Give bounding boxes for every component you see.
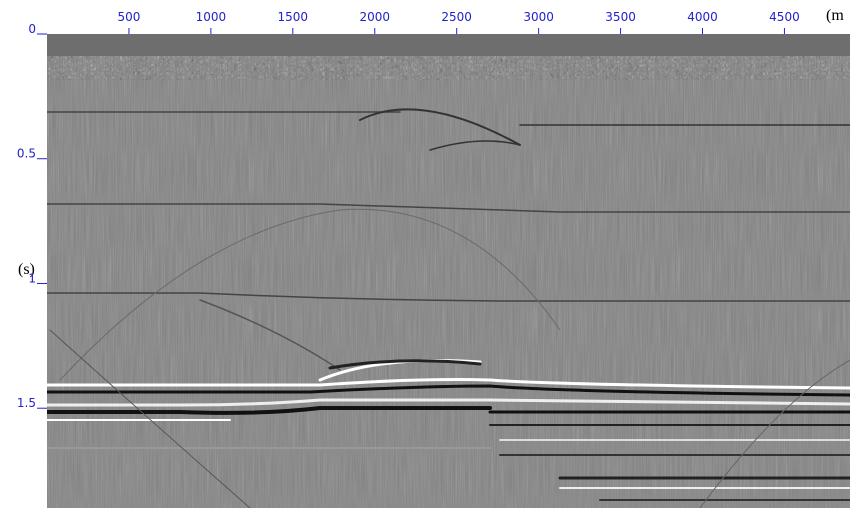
x-tick-label: 2000 [359, 10, 390, 24]
y-tick-label: 1 [28, 271, 36, 285]
x-axis-label: (m [826, 7, 844, 24]
x-tick-label: 3000 [523, 10, 554, 24]
y-tick-label: 0.5 [17, 147, 36, 161]
x-tick-label: 4500 [769, 10, 800, 24]
x-tick-label: 1500 [278, 10, 309, 24]
seismic-image [47, 34, 850, 508]
x-tick-label: 3500 [605, 10, 636, 24]
chart: (m (s) 500100015002000250030003500400045… [0, 0, 850, 508]
x-tick-label: 1000 [196, 10, 227, 24]
x-tick-label: 2500 [441, 10, 472, 24]
y-tick-label: 1.5 [17, 396, 36, 410]
x-tick-label: 4000 [687, 10, 718, 24]
x-tick-label: 500 [117, 10, 140, 24]
y-tick-label: 0 [28, 22, 36, 36]
